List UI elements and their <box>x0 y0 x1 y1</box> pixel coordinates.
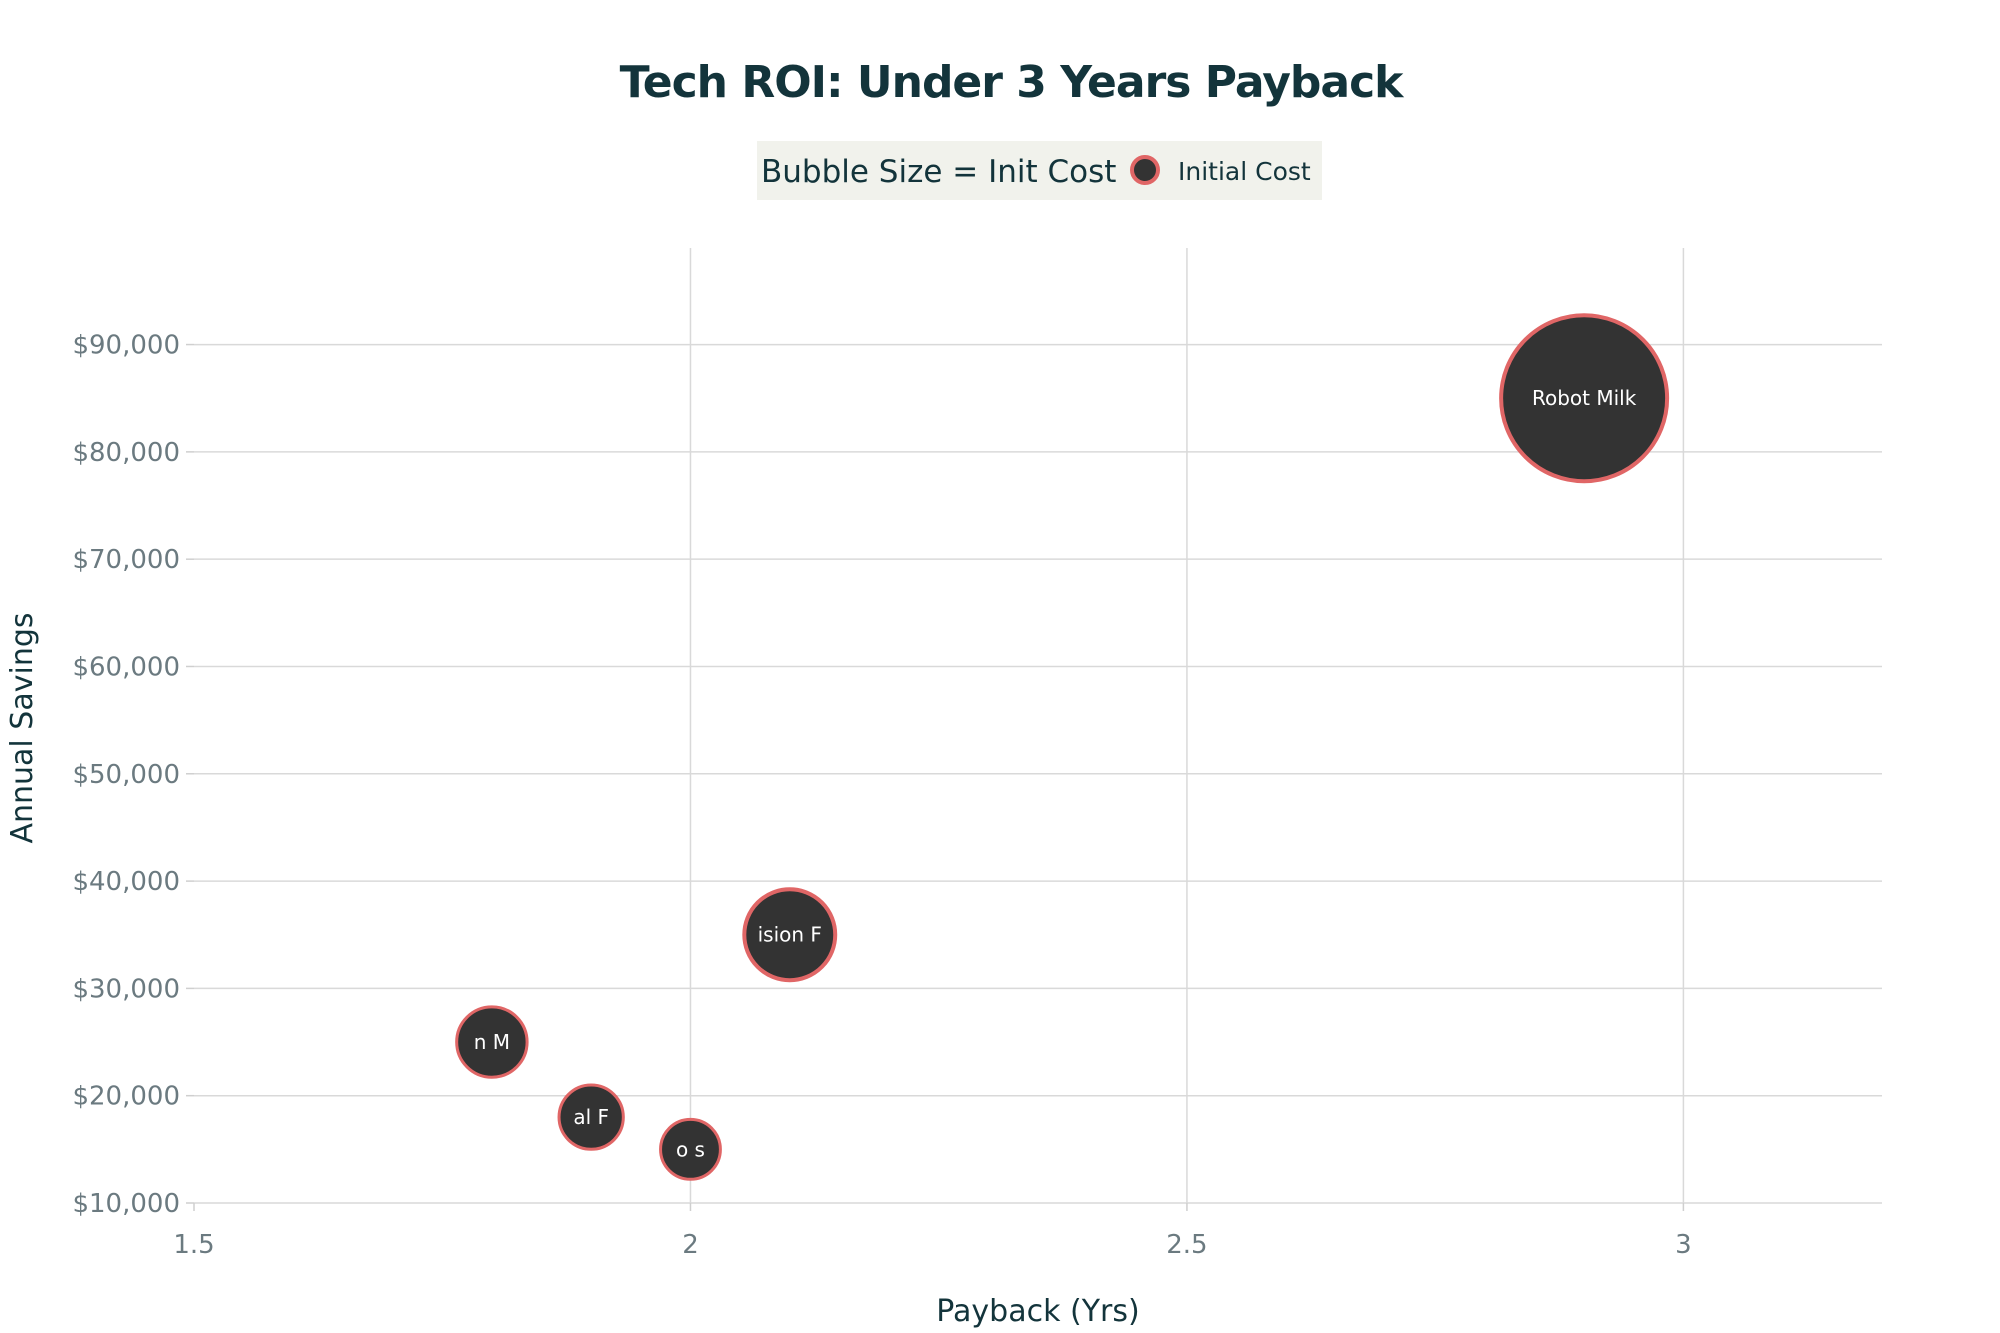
y-axis-title: Annual Savings <box>5 612 40 843</box>
bubble-marker[interactable] <box>1499 313 1670 484</box>
x-tick-label: 2 <box>682 1230 699 1260</box>
bubble-marker[interactable] <box>455 1005 529 1079</box>
bubble-label: o s <box>676 1137 705 1161</box>
bubble-label: al F <box>573 1105 609 1129</box>
bubble-marker[interactable] <box>659 1117 722 1181</box>
chart-title: Tech ROI: Under 3 Years Payback <box>620 57 1406 108</box>
y-tick-label: $60,000 <box>72 652 180 682</box>
y-tick-label: $40,000 <box>72 867 180 897</box>
legend-marker <box>1130 155 1160 185</box>
legend[interactable]: Bubble Size = Init Cost Initial Cost <box>757 141 1322 200</box>
x-tick-label: 3 <box>1675 1230 1692 1260</box>
bubble-point[interactable]: ision F <box>742 887 838 983</box>
y-tick-label: $20,000 <box>72 1082 180 1112</box>
y-tick-label: $80,000 <box>72 438 180 468</box>
bubble-point[interactable]: Robot Milk <box>1499 313 1670 484</box>
bubble-label: ision F <box>758 923 822 947</box>
legend-background <box>757 141 1322 200</box>
y-tick-label: $10,000 <box>72 1189 180 1219</box>
legend-title: Bubble Size = Init Cost <box>761 154 1116 190</box>
bubble-marker[interactable] <box>557 1083 625 1151</box>
bubble-point[interactable]: al F <box>557 1083 625 1151</box>
x-axis-title: Payback (Yrs) <box>936 1294 1139 1329</box>
bubble-layer: Robot Milk ision F n M al F o s <box>455 313 1670 1181</box>
y-tick-label: $50,000 <box>72 760 180 790</box>
x-tick-label: 1.5 <box>173 1230 214 1260</box>
y-tick-label: $70,000 <box>72 545 180 575</box>
bubble-label: Robot Milk <box>1532 386 1637 410</box>
bubble-label: n M <box>474 1030 510 1054</box>
bubble-point[interactable]: o s <box>659 1117 722 1181</box>
bubble-point[interactable]: n M <box>455 1005 529 1079</box>
x-tick-label: 2.5 <box>1166 1230 1207 1260</box>
tick-layer: 1.5 2 2.5 3 $10,000 $20,000 $30,000 $40,000 $50,… <box>72 331 1691 1260</box>
y-tick-label: $30,000 <box>72 974 180 1004</box>
y-tick-label: $90,000 <box>72 331 180 361</box>
bubble-marker[interactable] <box>742 887 838 983</box>
legend-entry-label: Initial Cost <box>1178 157 1311 186</box>
